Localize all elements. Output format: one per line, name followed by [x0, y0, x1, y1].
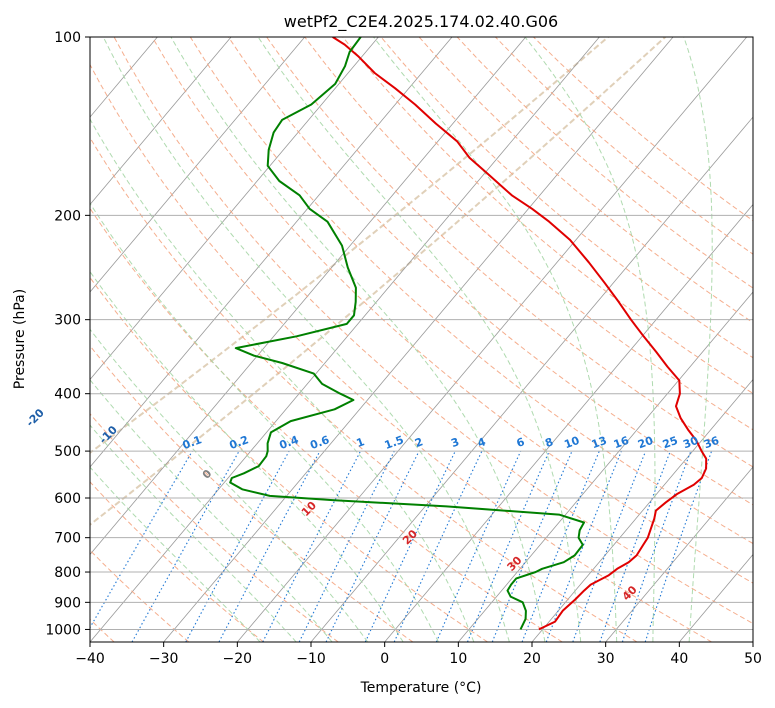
background-arc	[90, 37, 666, 526]
moist-adiabat-line	[683, 37, 713, 642]
moist-adiabat-line	[90, 202, 439, 642]
y-tick-label: 900	[54, 595, 81, 611]
moist-adiabat-line	[90, 270, 404, 642]
x-tick-label: 30	[597, 651, 615, 667]
isotherm-line	[90, 37, 232, 206]
isotherm-line	[384, 203, 753, 642]
profile-series	[229, 37, 708, 631]
mixing-ratio-line	[491, 450, 573, 642]
moist-adiabat-line	[170, 37, 546, 642]
x-tick-label: −10	[296, 651, 326, 667]
x-tick-label: −30	[149, 651, 179, 667]
y-tick-label: 600	[54, 491, 81, 507]
mixing-ratio-label: 25	[661, 434, 680, 451]
mixing-ratio-line	[572, 450, 647, 642]
dry-adiabat-line	[151, 37, 753, 584]
isotherm-line	[458, 291, 753, 642]
moist-adiabat-line	[524, 37, 656, 642]
mixing-ratio-line	[545, 450, 622, 642]
mixing-ratio-line	[218, 450, 321, 642]
mixing-ratio-line	[185, 450, 290, 642]
isotherm-line	[752, 641, 753, 642]
x-tick-label: −20	[223, 651, 253, 667]
dry-adiabat-line	[90, 136, 638, 642]
y-tick-label: 200	[54, 208, 81, 224]
mixing-ratio-label: 0.2	[228, 433, 251, 452]
x-tick-label: 40	[670, 651, 688, 667]
x-tick-label: 0	[380, 651, 389, 667]
isotherm-line	[605, 466, 753, 642]
y-tick-label: 1000	[45, 622, 81, 638]
x-tick-label: 20	[523, 651, 541, 667]
mixing-ratio-label: 1	[355, 435, 367, 450]
dry-adiabat-line	[189, 37, 753, 545]
isotherm-line	[163, 37, 674, 642]
mixing-ratio-label: 8	[543, 435, 555, 450]
isotherm-line	[90, 37, 527, 556]
mixing-ratio-label: 0.6	[308, 433, 331, 452]
mixing-ratio-line	[298, 450, 395, 642]
y-tick-label: 100	[54, 30, 81, 46]
mixing-ratio-label: 20	[636, 434, 655, 452]
background-lines	[0, 37, 753, 642]
mixing-ratio-label: 10	[562, 434, 581, 452]
moist-adiabat-line	[90, 466, 261, 642]
y-tick-label: 800	[54, 565, 81, 581]
mixing-ratio-label: 16	[612, 434, 631, 452]
mixing-ratio-line	[621, 450, 692, 642]
mixing-ratio-label: 1.5	[383, 433, 406, 452]
isotherm-line	[0, 37, 10, 642]
x-tick-label: −40	[75, 651, 105, 667]
dewpoint-line	[229, 37, 585, 630]
mixing-ratio-line	[435, 450, 522, 642]
x-tick-label: 10	[449, 651, 467, 667]
chart-title: wetPf2_C2E4.2025.174.02.40.G06	[284, 12, 558, 32]
dry-adiabat-line	[90, 481, 264, 642]
dry-adiabat-line	[90, 207, 563, 642]
y-axis-label: Pressure (hPa)	[12, 289, 28, 389]
dry-adiabat-line	[227, 37, 753, 506]
mixing-ratio-label: 30	[681, 434, 700, 452]
dry-adiabat-line	[90, 63, 712, 642]
mixing-ratio-label: 0.4	[278, 433, 301, 452]
x-axis-label: Temperature (°C)	[360, 680, 482, 696]
dry-adiabat-line	[90, 276, 488, 642]
mixing-ratio-line	[521, 450, 600, 642]
dry-adiabat-line	[342, 37, 753, 395]
isotherm-line	[90, 37, 453, 468]
plot-frame	[89, 36, 754, 643]
mixing-ratio-line	[599, 450, 671, 642]
dry-adiabat-label: -20	[24, 406, 47, 429]
mixing-ratio-label: 3	[449, 435, 461, 450]
mixing-ratio-line	[131, 450, 240, 642]
mixing-ratio-label: 13	[590, 434, 609, 451]
x-tick-label: 50	[744, 651, 762, 667]
mixing-ratio-label: 36	[702, 434, 721, 452]
mixing-ratio-label: 2	[413, 435, 425, 450]
y-tick-label: 500	[54, 444, 81, 460]
isotherm-line	[237, 37, 748, 642]
moist-adiabat-line	[90, 118, 475, 642]
moist-adiabat-line	[102, 37, 510, 642]
dry-adiabat-line	[456, 37, 753, 289]
plot-background	[90, 37, 753, 642]
mixing-ratio-label: 6	[515, 435, 527, 450]
background-arc	[90, 37, 609, 455]
moist-adiabat-line	[90, 424, 297, 642]
axis-ticks: −40 −30 −20 −10 0 10 20 30 40 5010020030040050060…	[45, 30, 762, 667]
isotherm-line	[90, 37, 600, 642]
mixing-ratio-label: 4	[476, 435, 488, 450]
mixing-ratio-line	[466, 450, 550, 642]
mixing-ratio-label: 0.1	[181, 433, 204, 452]
isotherm-line	[90, 37, 306, 293]
mixing-ratio-line	[644, 450, 713, 642]
temperature-line	[332, 37, 708, 631]
y-tick-label: 400	[54, 387, 81, 403]
dry-adiabat-line	[90, 413, 339, 642]
y-tick-label: 300	[54, 313, 81, 329]
isotherm-line	[531, 378, 753, 642]
y-tick-label: 700	[54, 531, 81, 547]
isotherm-line	[90, 37, 379, 381]
